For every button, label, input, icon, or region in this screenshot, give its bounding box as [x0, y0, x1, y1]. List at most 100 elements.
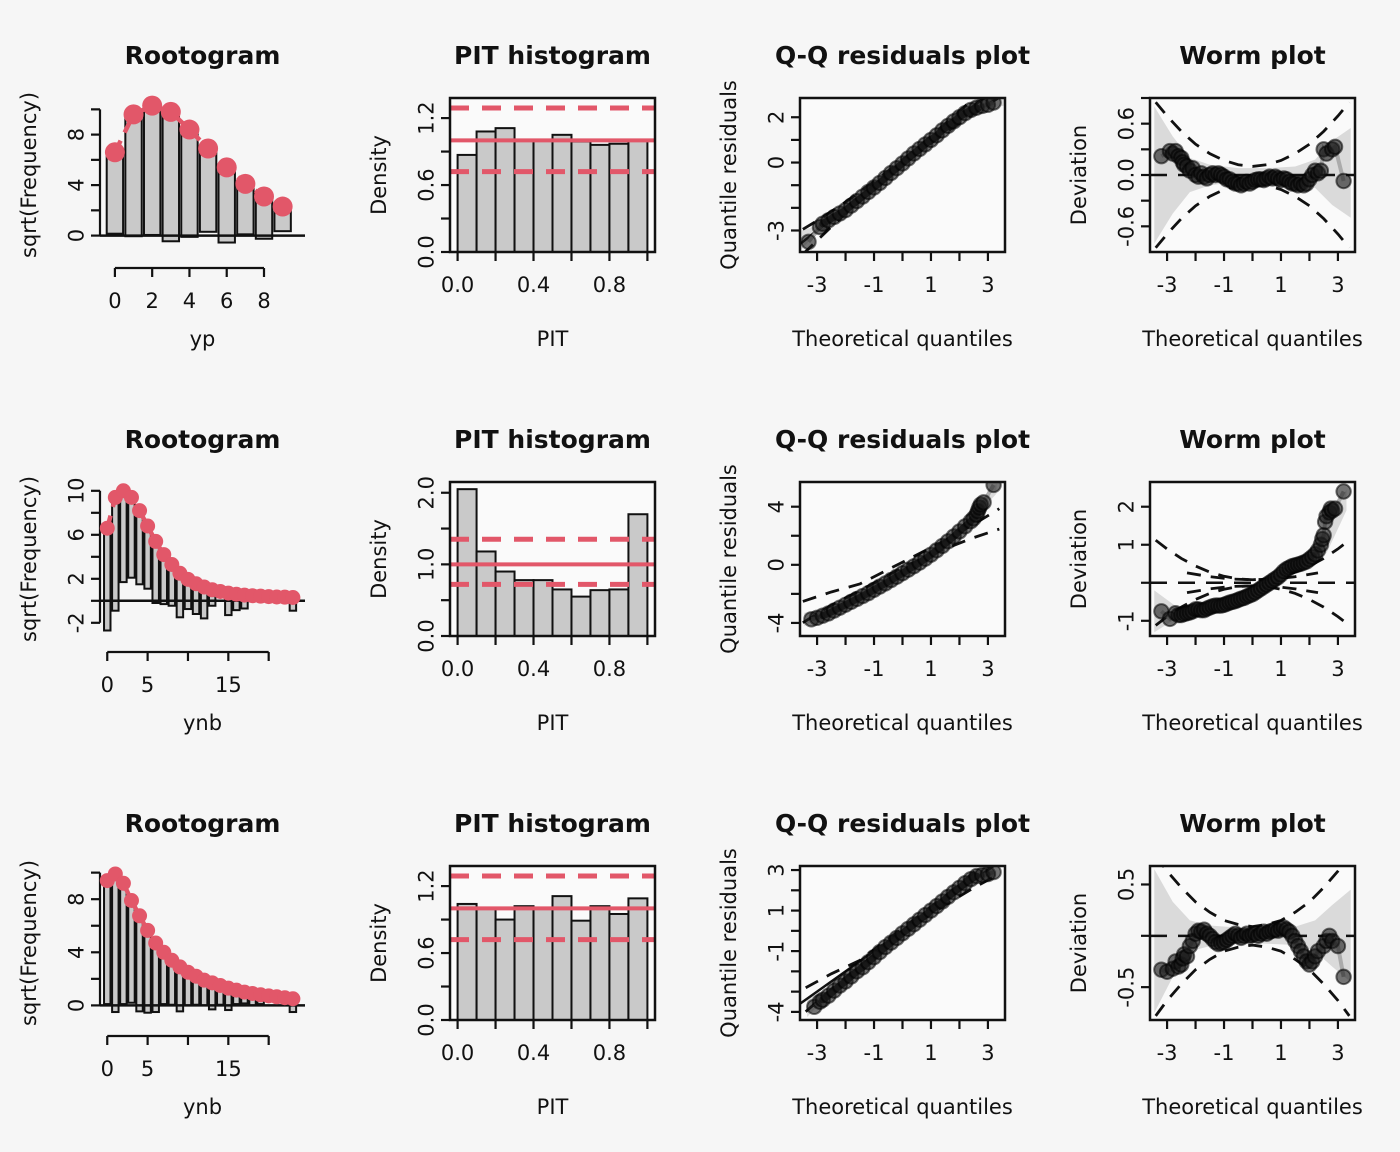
x-axis-label: Theoretical quantiles	[791, 711, 1013, 735]
y-tick-label: 4	[764, 500, 788, 513]
fitted-point	[148, 533, 164, 549]
y-tick-label: -1	[1114, 610, 1138, 631]
data-point	[1329, 937, 1347, 955]
bar	[475, 130, 497, 252]
data-point	[1335, 172, 1352, 190]
confidence-envelope	[1186, 584, 1319, 595]
x-tick-label: 3	[981, 273, 994, 297]
panel-qq-6: Q-Q residuals plot Theoretical quantiles Q…	[717, 425, 1030, 735]
fitted-point	[99, 520, 115, 536]
x-axis-label: PIT	[537, 327, 569, 351]
y-tick-label: 0.0	[414, 1003, 438, 1036]
confidence-envelope	[1186, 571, 1319, 582]
x-tick-label: 3	[1331, 273, 1344, 297]
bar	[589, 589, 611, 636]
axis-ticks	[1141, 96, 1340, 261]
y-axis-label: Deviation	[1067, 509, 1091, 609]
bar	[551, 133, 573, 252]
y-axis-label: Density	[367, 519, 391, 599]
y-tick-label: -4	[764, 612, 788, 633]
plot-frame	[1148, 480, 1357, 638]
plot-frame	[1148, 864, 1357, 1022]
bar	[143, 525, 152, 590]
axis-ticks	[441, 116, 649, 261]
fitted-point	[123, 893, 139, 909]
x-tick-label: -3	[1157, 273, 1178, 297]
bar	[198, 147, 218, 233]
fitted-point	[156, 547, 172, 563]
x-tick-label: 0.0	[441, 273, 474, 297]
x-tick-label: -1	[1214, 273, 1235, 297]
y-tick-label: -0.5	[1114, 967, 1138, 1008]
confidence-envelope	[802, 507, 1001, 603]
plot-frame	[798, 864, 1007, 1022]
bar	[570, 595, 592, 636]
axis-ticks	[1141, 505, 1340, 645]
plot-frame	[798, 96, 1007, 254]
data-point	[1326, 138, 1344, 155]
y-tick-label: 0	[64, 999, 88, 1012]
x-tick-label: 1	[1274, 273, 1287, 297]
bar	[551, 895, 573, 1020]
y-tick-label: -0.6	[1114, 206, 1138, 247]
data-point	[800, 233, 817, 251]
bar	[103, 527, 112, 632]
fitted-point	[132, 908, 148, 924]
panel-worm-7: Worm plot Theoretical quantiles Deviation -…	[1067, 425, 1363, 735]
bar	[589, 143, 611, 252]
bar	[119, 489, 128, 584]
y-axis-label: sqrt(Frequency)	[17, 92, 41, 258]
x-tick-label: 5	[141, 1057, 154, 1081]
x-tick-label: 8	[257, 289, 270, 313]
x-tick-label: 0	[101, 673, 114, 697]
bar	[494, 127, 516, 252]
bar	[103, 879, 112, 1006]
x-tick-label: -3	[807, 273, 828, 297]
x-tick-label: 0.8	[593, 657, 626, 681]
bar	[142, 104, 162, 236]
panel-title: Rootogram	[125, 809, 281, 838]
bar	[494, 570, 516, 636]
bar	[551, 588, 573, 636]
x-tick-label: 3	[981, 657, 994, 681]
plot-content	[100, 95, 305, 244]
x-tick-label: 15	[215, 673, 242, 697]
x-axis-label: Theoretical quantiles	[1141, 711, 1363, 735]
axis-ticks	[791, 868, 990, 1029]
y-axis-label: Quantile residuals	[717, 848, 741, 1038]
residual-points	[803, 482, 1002, 628]
bar	[608, 142, 630, 252]
plot-content	[1150, 101, 1355, 249]
y-tick-label: -2	[64, 612, 88, 633]
x-tick-label: 1	[924, 657, 937, 681]
x-tick-label: -3	[1157, 657, 1178, 681]
plot-content	[450, 488, 655, 636]
fitted-points	[99, 866, 301, 1007]
x-tick-label: 1	[924, 273, 937, 297]
axis-ticks	[791, 505, 990, 645]
y-tick-label: 0	[764, 558, 788, 571]
data-point	[1335, 483, 1352, 500]
bar	[627, 513, 649, 636]
bar	[570, 140, 592, 252]
bar	[161, 110, 181, 243]
bar	[475, 907, 497, 1020]
bar	[105, 151, 125, 235]
bar	[608, 912, 630, 1020]
axis-ticks	[91, 871, 270, 1045]
x-tick-label: 0.4	[517, 657, 550, 681]
axis-ticks	[1141, 883, 1340, 1029]
x-tick-label: -1	[1214, 1041, 1235, 1065]
y-tick-label: 2	[64, 572, 88, 585]
bar	[570, 919, 592, 1020]
x-tick-label: 3	[981, 1041, 994, 1065]
bar	[111, 496, 120, 612]
y-axis-label: Deviation	[1067, 893, 1091, 993]
confidence-envelope	[1154, 101, 1351, 168]
x-tick-label: 15	[215, 1057, 242, 1081]
panel-title: PIT histogram	[454, 41, 651, 70]
rootogram-bars	[103, 489, 298, 632]
panel-rootogram-4: Rootogram ynb sqrt(Frequency) -2 2 6 10 0 5 15	[17, 425, 305, 735]
x-axis-label: PIT	[537, 1095, 569, 1119]
